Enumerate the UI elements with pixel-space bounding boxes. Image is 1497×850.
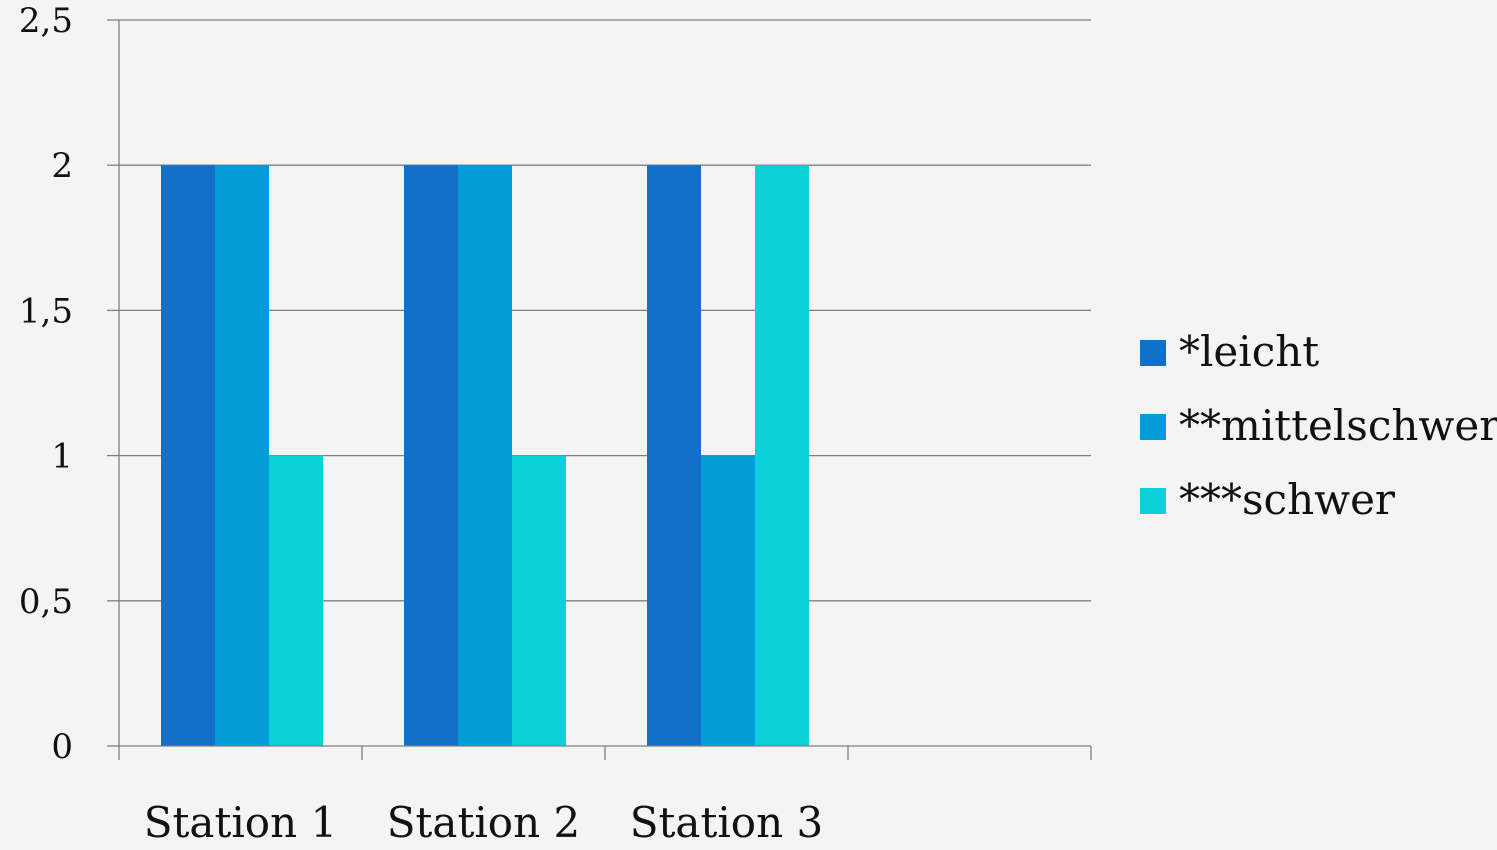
x-tick-label: Station 3	[630, 798, 823, 846]
x-tick-label: Station 1	[144, 798, 337, 846]
bar-3-series-3	[755, 165, 809, 746]
bar-1-series-1	[161, 165, 215, 746]
legend-label: *leicht	[1179, 327, 1319, 376]
x-tick-label: Station 2	[387, 798, 580, 846]
bar-2-series-3	[512, 455, 566, 746]
y-tick-label: 2	[51, 146, 73, 186]
axes	[107, 19, 1092, 760]
legend-label: **mittelschwer	[1179, 401, 1497, 450]
legend: *leicht **mittelschwer ***schwer	[1140, 327, 1497, 524]
bar-2-series-1	[404, 165, 458, 746]
legend-swatch	[1140, 340, 1166, 366]
y-axis-tick-labels: 0 0,5 1 1,5 2 2,5	[19, 1, 73, 767]
y-tick-label: 1,5	[19, 291, 73, 331]
legend-label: ***schwer	[1179, 475, 1396, 524]
bars	[161, 165, 809, 746]
legend-swatch	[1140, 414, 1166, 440]
y-tick-label: 0	[51, 727, 73, 767]
bar-1-series-3	[269, 455, 323, 746]
x-axis-tick-labels: Station 1 Station 2 Station 3	[144, 798, 823, 847]
bar-2-series-2	[458, 165, 512, 746]
legend-swatch	[1140, 488, 1166, 514]
bar-1-series-2	[215, 165, 269, 746]
bar-3-series-1	[647, 165, 701, 746]
y-tick-label: 0,5	[19, 582, 73, 622]
y-tick-label: 2,5	[19, 1, 73, 41]
y-tick-label: 1	[51, 437, 73, 477]
bar-3-series-2	[701, 455, 755, 746]
